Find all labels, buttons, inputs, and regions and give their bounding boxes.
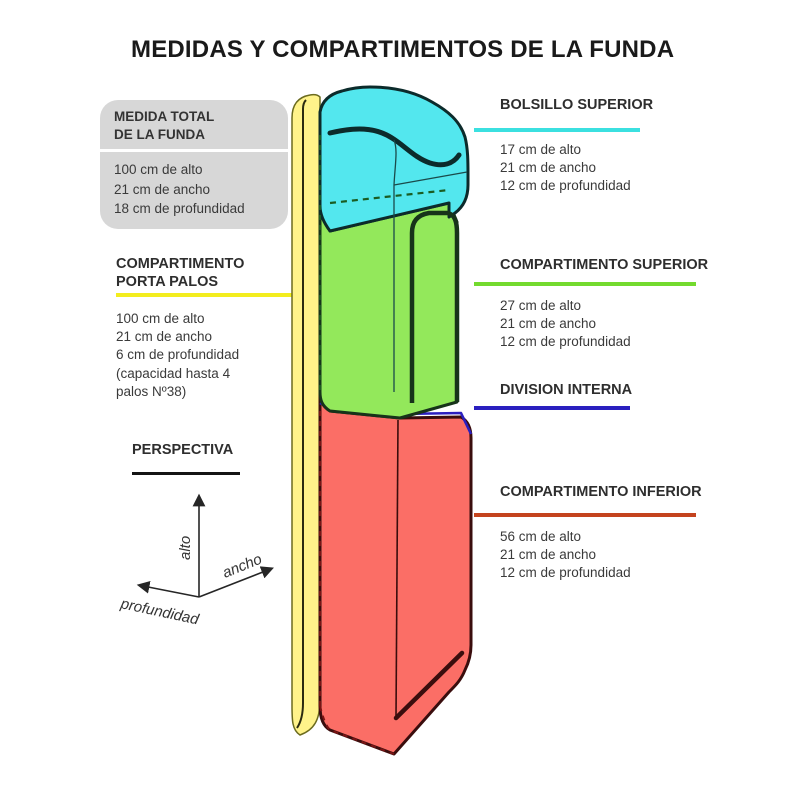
svg-text:ancho: ancho	[220, 551, 264, 582]
svg-text:profundidad: profundidad	[118, 595, 201, 628]
svg-text:alto: alto	[177, 536, 194, 560]
